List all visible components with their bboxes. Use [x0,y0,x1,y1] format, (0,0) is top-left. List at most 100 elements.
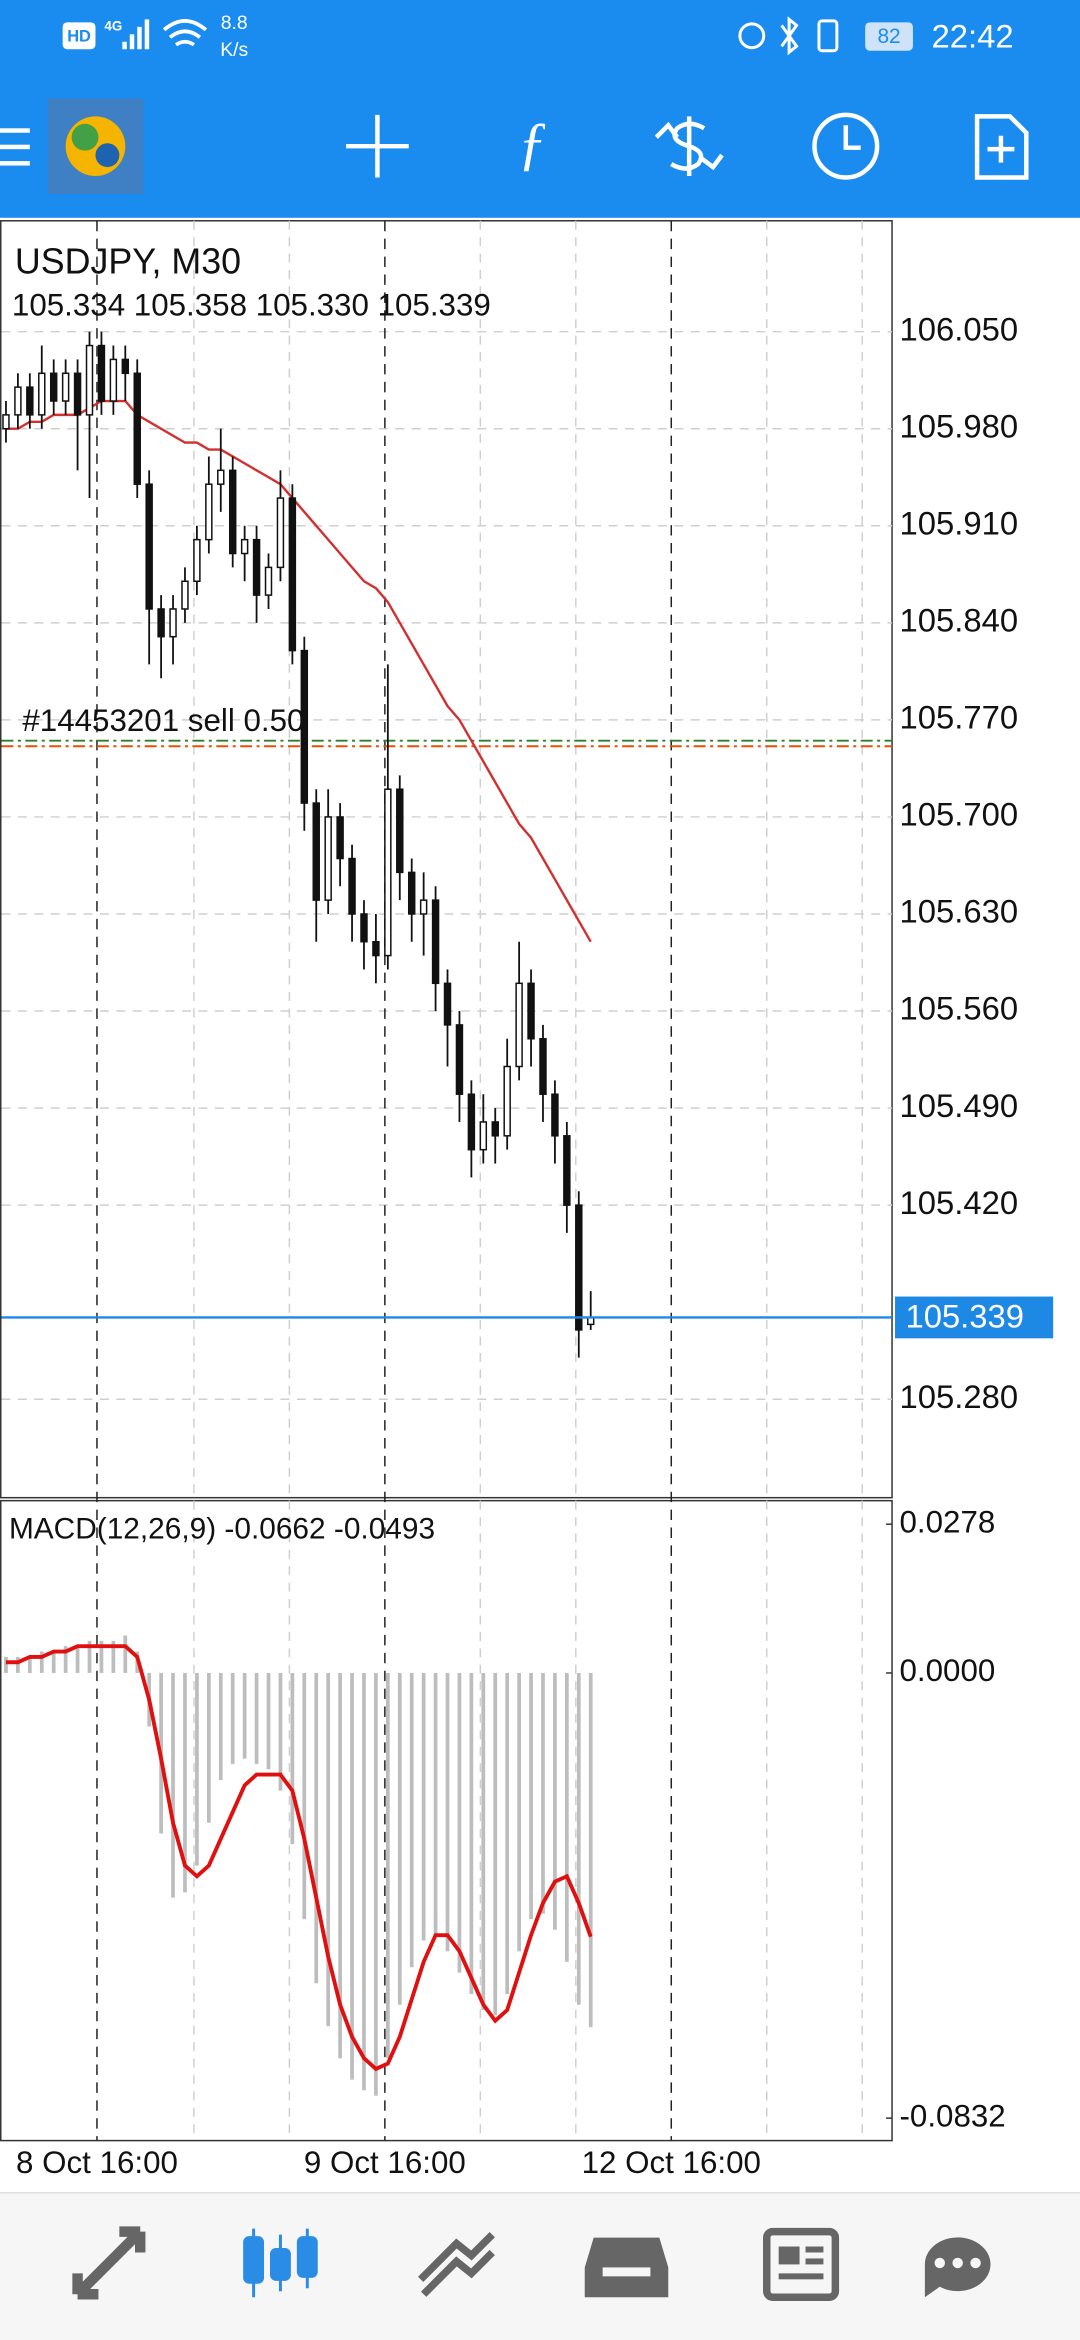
battery-level: 82 [877,25,900,48]
candle-body [2,414,10,430]
net-speed: 8.8 [221,12,248,34]
y-tick-label: -0.0832 [900,2098,1006,2133]
y-tick-label: 105.700 [900,796,1019,833]
bid-label-bg [895,1296,1054,1339]
candle-body [575,1204,583,1331]
candle-body [431,899,440,985]
bluetooth-icon [780,16,799,56]
candle-body [181,580,189,610]
y-tick-label: 105.770 [900,699,1019,736]
candle-body [193,538,201,582]
candle-body [276,497,285,569]
candle-body [228,469,237,555]
candle-body [551,1093,559,1137]
symbol-title: USDJPY, M30 [15,241,241,281]
candle-body [109,358,118,402]
candle-body [467,1093,476,1151]
candle-body [97,344,106,402]
candle-body [407,871,416,915]
candle-body [49,372,58,402]
candle-body [288,497,297,652]
y-tick-label: 105.490 [900,1087,1019,1124]
chart-tab[interactable] [243,2228,318,2298]
hd-text: HD [67,28,91,46]
candle-body [515,982,523,1068]
app-logo [47,98,144,194]
x-tick-label: 12 Oct 16:00 [582,2145,761,2180]
candle-body [324,816,332,901]
candle-body [169,608,177,638]
candle-body [264,566,273,596]
indicators-button[interactable]: ƒ [518,110,548,176]
vibrate-icon [817,19,839,53]
x-tick-label: 8 Oct 16:00 [16,2145,178,2180]
candle-body [563,1135,571,1206]
candle-body [312,802,320,901]
signal-line [5,1644,593,2072]
bottom-nav [0,2192,1080,2340]
status-bar: HD 4G 8.8 K/s 82 22:42 [62,12,1014,61]
trade-button[interactable] [654,116,724,177]
candle-body [455,1024,464,1095]
candle-body [336,816,344,860]
y-tick-label: 105.910 [900,504,1019,541]
candle-body [479,1121,488,1151]
wifi-icon [162,19,208,47]
signal-icon [122,19,150,50]
news-tab[interactable] [763,2227,840,2301]
candle-body [348,857,356,915]
period-button[interactable] [812,112,880,180]
y-tick-label: 105.420 [900,1184,1019,1221]
candle-body [503,1065,511,1137]
candle-body [419,899,428,915]
candle-body [61,372,70,402]
candle-body [26,386,34,416]
alarm-icon [738,22,766,50]
candle-body [133,372,141,485]
net-speed-unit: K/s [220,39,248,61]
x-tick-label: 9 Oct 16:00 [304,2145,466,2180]
candle-body [217,469,225,485]
candle-body [157,608,165,638]
y-tick-label: 106.050 [900,310,1019,347]
y-tick-label: 0.0278 [900,1504,996,1539]
candle-body [396,788,404,874]
candle-body [38,372,46,416]
plot: #14453201 sell 0.50 [1,220,893,2141]
chat-tab[interactable] [924,2237,991,2298]
y-tick-label: 105.280 [900,1378,1019,1415]
candle-body [443,982,452,1026]
toolbar: ƒ [0,98,1029,194]
price-pane [0,220,893,1499]
candle-body [539,1038,547,1095]
candle-body [205,483,213,541]
quotes-tab[interactable] [72,2226,146,2300]
y-tick-label: 105.840 [900,602,1019,639]
y-tick-label: 105.560 [900,990,1019,1027]
network-type: 4G [104,18,122,33]
ohlc-text: 105.334 105.358 105.330 105.339 [12,288,491,323]
candle-body [73,372,82,416]
candle-body [491,1121,499,1137]
candle-body [121,358,130,375]
y-tick-label: 105.980 [900,407,1019,444]
candle-body [527,982,535,1040]
candle-body [300,649,309,804]
candle-body [240,538,249,555]
menu-button[interactable] [0,128,30,166]
hd-badge [62,22,96,50]
battery-icon [865,22,913,51]
candle-body [145,483,153,610]
y-tick-label: 105.630 [900,893,1019,930]
trade-tab[interactable] [418,2231,495,2297]
crosshair-button[interactable] [346,114,409,178]
y-tick-label: 0.0000 [900,1653,996,1688]
candle-body [252,538,261,596]
candle-body [360,913,368,943]
new-order-button[interactable] [974,114,1029,180]
candle-body [85,344,94,416]
bid-label: 105.339 [905,1298,1024,1335]
history-tab[interactable] [584,2237,669,2298]
